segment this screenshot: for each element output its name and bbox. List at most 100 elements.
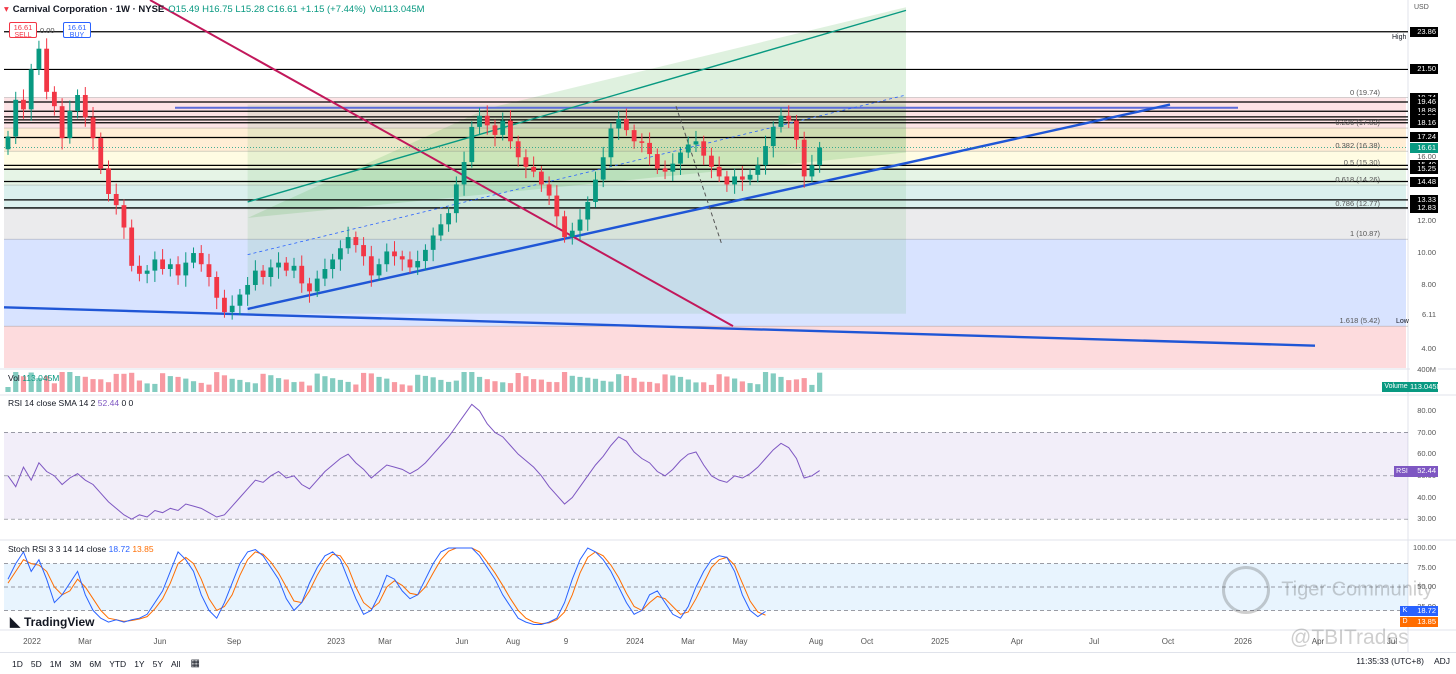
rsi-tag-label: RSI: [1394, 466, 1410, 477]
volume-bar: [345, 381, 351, 392]
volume-bar: [198, 382, 204, 392]
volume-bar: [600, 380, 606, 392]
candle-body: [461, 162, 467, 185]
timeframe-button-all[interactable]: All: [171, 658, 181, 669]
sell-label: SELL: [14, 32, 32, 39]
candle-body: [724, 176, 730, 185]
time-axis-label: 9: [563, 637, 569, 646]
volume-bar: [36, 378, 42, 392]
time-axis-label: 2022: [23, 637, 41, 646]
volume-bar: [368, 373, 374, 392]
volume-bar: [44, 375, 50, 392]
timeframe-button-ytd[interactable]: YTD: [109, 658, 127, 669]
rsi-pane-extra: 0 0: [121, 398, 134, 408]
candle-body: [608, 128, 614, 158]
stoch-k-tag-value: 18.72: [1410, 606, 1438, 616]
volume-bar: [252, 383, 258, 392]
channel-upper-line: [247, 9, 907, 203]
time-axis-label: Aug: [808, 637, 824, 646]
volume-bar: [662, 374, 668, 392]
sell-button[interactable]: 16.61 SELL: [9, 22, 37, 39]
volume-bar: [237, 379, 243, 392]
fib-level-label: 0.786 (12.77): [1335, 198, 1380, 208]
stoch-k-line: [7, 547, 766, 625]
candle-body: [446, 213, 452, 225]
price-axis-label: 6.11: [1410, 310, 1438, 321]
candle-body: [477, 115, 482, 127]
timeframe-button-3m[interactable]: 3M: [69, 658, 82, 669]
candle-body: [307, 283, 312, 292]
volume-bar: [59, 372, 65, 392]
candle-body: [152, 259, 158, 271]
adj-toggle[interactable]: ADJ: [1433, 656, 1450, 666]
volume-bar: [569, 375, 575, 392]
volume-bar: [245, 382, 251, 392]
candle-body: [415, 261, 421, 268]
stoch-d-line: [7, 547, 766, 625]
candle-body: [593, 179, 598, 202]
candle-body: [739, 176, 745, 180]
timeframe-button-5y[interactable]: 5Y: [152, 658, 163, 669]
price-axis-label: 14.48: [1410, 176, 1438, 187]
stoch-d-value: 13.85: [132, 544, 154, 554]
volume-tag-value: 113.045M: [1410, 382, 1443, 392]
rsi-pane-title: RSI 14 close SMA 14 2: [8, 398, 96, 408]
time-axis-label: Jun: [153, 637, 167, 646]
candle-body: [508, 120, 513, 142]
timeframe-button-1y[interactable]: 1Y: [134, 658, 145, 669]
low-label: Low: [1396, 318, 1409, 325]
currency-label[interactable]: USD: [1414, 4, 1429, 11]
fib-band: [4, 208, 1406, 240]
volume-bar: [592, 378, 599, 392]
candle-body: [361, 245, 366, 257]
fib-level-label: 0.618 (14.26): [1335, 175, 1380, 185]
price-axis-label: 13.33: [1410, 194, 1438, 205]
volume-bar: [430, 377, 436, 392]
candle-body: [384, 251, 390, 265]
time-axis-label: Apr: [1311, 637, 1325, 646]
volume-bar: [793, 379, 800, 392]
candle-body: [167, 264, 173, 270]
candle-body: [624, 118, 629, 131]
fib-band: [4, 128, 1406, 152]
timeframe-button-6m[interactable]: 6M: [89, 658, 102, 669]
volume-bar: [515, 373, 521, 392]
bottom-toolbar: 1D 5D 1M 3M 6M YTD 1Y 5Y All ▦: [0, 652, 1456, 674]
candle-body: [191, 253, 196, 263]
volume-bar: [113, 373, 119, 392]
current-price-tag: 16.61: [1410, 142, 1438, 153]
timeframe-button-5d[interactable]: 5D: [30, 658, 42, 669]
candle-body: [639, 141, 645, 143]
symbol-title[interactable]: Carnival Corporation · 1W · NYSE: [12, 3, 165, 15]
fib-level-label: 1 (10.87): [1349, 229, 1380, 239]
volume-bar: [160, 373, 166, 392]
volume-pane-label: Vol 113.045M: [8, 373, 59, 383]
price-axis-label: 4.00: [1410, 343, 1438, 354]
buy-button[interactable]: 16.61 BUY: [63, 22, 91, 39]
candle-body: [368, 256, 374, 276]
volume-bar: [469, 372, 475, 392]
timeframe-button-1d[interactable]: 1D: [12, 658, 23, 669]
candle-body: [137, 265, 142, 274]
volume-bar: [306, 385, 313, 392]
candle-body: [121, 205, 127, 228]
tradingview-logo[interactable]: ◣ TradingView: [10, 614, 94, 630]
date-range-icon[interactable]: ▦: [190, 658, 200, 669]
projection-box: [247, 104, 906, 314]
candle-body: [423, 249, 428, 262]
volume-bar: [422, 375, 429, 392]
clock[interactable]: 11:35:33 (UTC+8): [1356, 656, 1424, 666]
price-axis-label: 19.46: [1410, 97, 1438, 108]
fib-band: [4, 185, 1406, 209]
candle-body: [376, 264, 382, 276]
volume-bar: [708, 384, 715, 392]
volume-bar: [183, 378, 189, 392]
timeframe-button-1m[interactable]: 1M: [49, 658, 62, 669]
candle-body: [399, 256, 405, 260]
candle-body: [817, 147, 823, 166]
candle-body: [515, 141, 521, 158]
time-axis-label: 2025: [931, 637, 949, 646]
symbol-flag-icon: ▾: [4, 3, 9, 15]
candle-body: [276, 262, 281, 268]
